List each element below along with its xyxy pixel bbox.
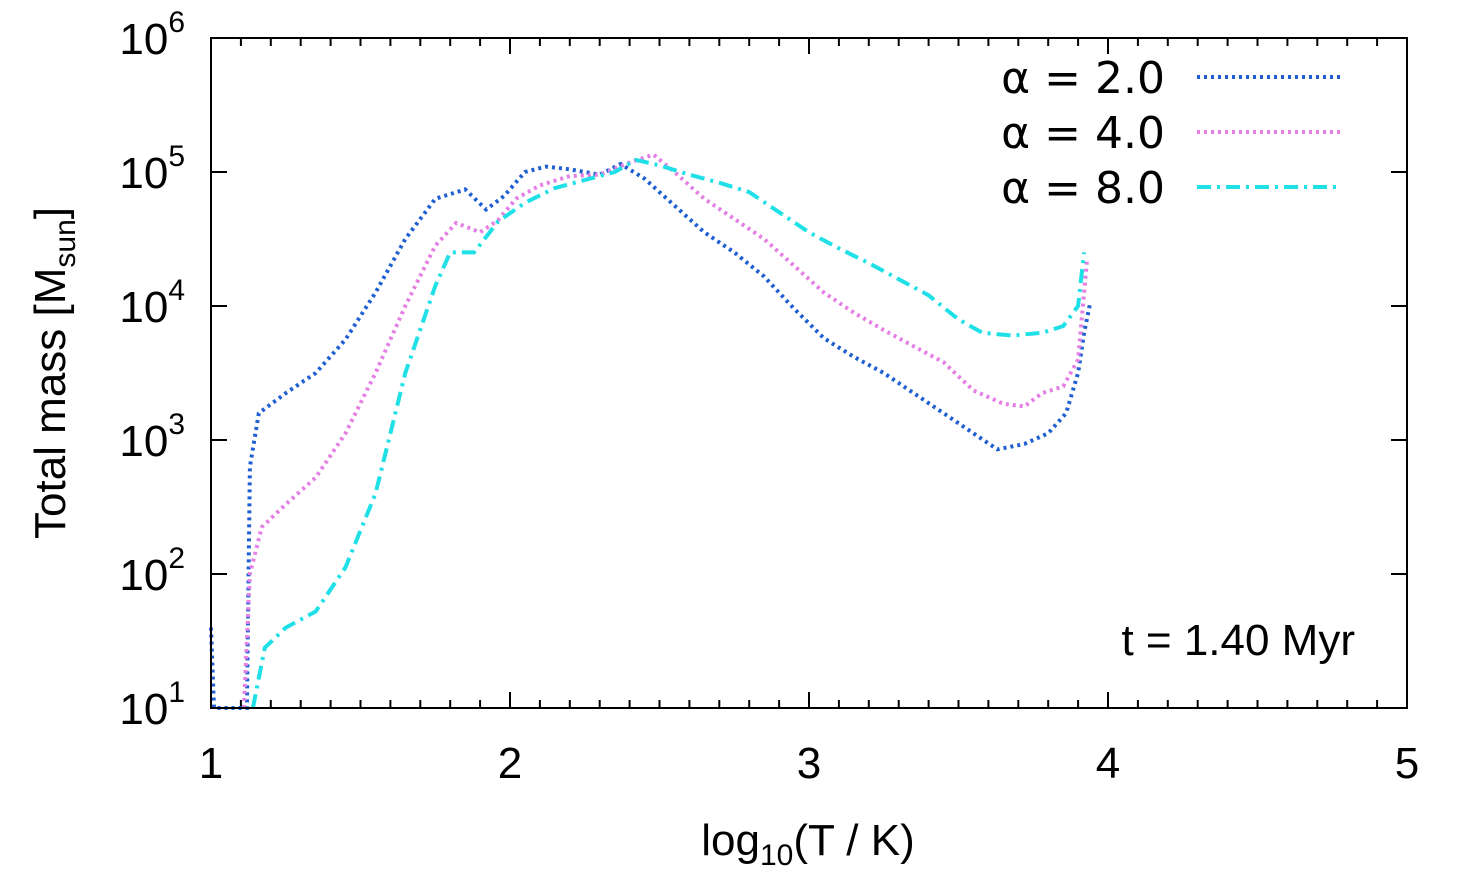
series-layer xyxy=(209,152,1093,710)
y-tick-label: 104 xyxy=(119,274,185,332)
legend-label: α = 4.0 xyxy=(1001,108,1165,159)
y-tick-label: 102 xyxy=(119,542,185,600)
y-tick-labels: 101 102 103 104 105 106 xyxy=(119,6,185,734)
plot-frame xyxy=(210,37,1408,709)
x-tick-label: 4 xyxy=(1096,739,1120,788)
x-tick-label: 2 xyxy=(498,739,522,788)
x-tick-label: 5 xyxy=(1395,739,1419,788)
series-line-1 xyxy=(209,161,1093,710)
x-tick-labels: 1 2 3 4 5 xyxy=(199,739,1419,788)
legend: α = 2.0α = 4.0α = 8.0 xyxy=(1001,53,1340,214)
legend-label: α = 8.0 xyxy=(1001,163,1165,214)
y-tick-label: 106 xyxy=(119,6,185,64)
y-axis-label: Total mass [Msun] xyxy=(26,207,82,539)
y-tick-label: 105 xyxy=(119,140,185,198)
y-tick-label: 103 xyxy=(119,408,185,466)
y-tick-label: 101 xyxy=(119,676,185,734)
x-tick-label: 1 xyxy=(199,739,223,788)
x-axis-label: log10(T / K) xyxy=(701,816,915,872)
series-line-3 xyxy=(250,157,1087,709)
legend-label: α = 2.0 xyxy=(1001,53,1165,104)
x-tick-label: 3 xyxy=(797,739,821,788)
time-annotation: t = 1.40 Myr xyxy=(1121,616,1355,665)
